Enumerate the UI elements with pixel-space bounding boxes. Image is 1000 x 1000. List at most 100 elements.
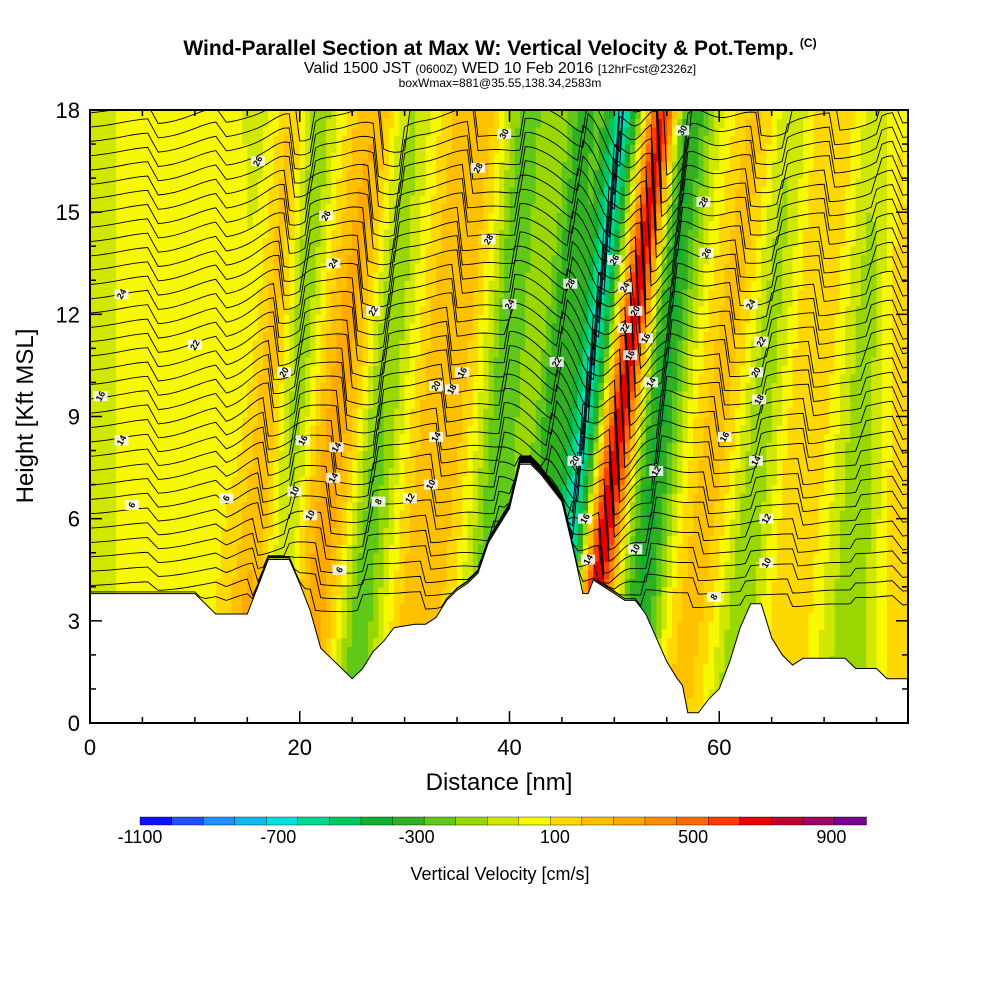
vv-cell [404,552,411,562]
vv-cell [200,314,206,324]
vv-cell [137,271,143,281]
vv-cell [394,144,400,154]
vv-cell [215,433,222,443]
vv-cell [373,203,379,213]
vv-cell [179,237,185,247]
vv-cell [252,408,259,418]
vv-cell [247,144,254,154]
vv-cell [315,254,322,264]
vv-cell [247,484,254,494]
vv-cell [173,178,180,188]
vv-cell [284,144,290,154]
vv-cell [215,373,222,383]
vv-cell [357,195,364,205]
vv-cell [352,552,358,562]
vv-cell [126,246,133,256]
vv-cell [131,450,138,460]
vv-cell [278,467,285,477]
vv-cell [346,237,353,247]
vv-cell [451,569,458,579]
vv-cell [236,484,243,494]
vv-cell [320,348,327,358]
vv-cell [320,552,327,562]
vv-cell [310,484,316,494]
vv-cell [331,365,337,375]
vv-cell [168,212,175,222]
vv-cell [341,646,348,656]
vv-cell [273,484,280,494]
vv-cell [394,152,400,162]
vv-cell [441,518,448,528]
vv-cell [252,237,259,247]
vv-cell [105,382,112,392]
vv-cell [284,220,290,230]
vv-cell [163,127,170,137]
vv-cell [163,459,170,469]
vv-cell [373,297,379,307]
vv-cell [425,144,432,154]
vv-cell [268,518,275,528]
vv-cell [231,305,238,315]
vv-cell [326,331,332,341]
vv-cell [326,552,332,562]
vv-cell [394,229,400,239]
vv-cell [194,152,201,162]
vv-cell [215,569,222,579]
vv-cell [278,305,285,315]
vv-cell [131,408,138,418]
vv-cell [367,161,374,171]
vv-cell [404,459,411,469]
vv-cell [409,535,416,545]
vv-cell [137,527,143,537]
vv-cell [409,399,416,409]
vv-cell [315,297,322,307]
vv-cell [394,356,400,366]
vv-cell [278,416,285,426]
vv-cell [242,322,248,332]
vv-cell [357,348,364,358]
vv-cell [142,433,149,443]
vv-cell [299,484,306,494]
vv-cell [294,399,301,409]
vv-cell [341,118,348,128]
vv-cell [111,152,117,162]
vv-cell [336,220,343,230]
vv-cell [383,476,390,486]
vv-cell [273,271,280,281]
vv-cell [152,416,159,426]
vv-cell [441,501,448,511]
vv-cell [205,552,212,562]
vv-cell [168,493,175,503]
vv-cell [273,305,280,315]
vv-cell [184,314,191,324]
vv-cell [247,297,254,307]
vv-cell [116,510,122,520]
vv-cell [126,450,133,460]
vv-cell [310,305,316,315]
vv-cell [137,459,143,469]
vv-cell [336,203,343,213]
vv-cell [247,578,254,588]
valid-date: WED 10 Feb 2016 [461,60,594,77]
vv-cell [189,314,196,324]
vv-cell [215,510,222,520]
vv-cell [100,433,107,443]
vv-cell [189,297,196,307]
vv-cell [373,561,379,571]
vv-cell [299,425,306,435]
vv-cell [189,212,196,222]
vv-cell [357,373,364,383]
vv-cell [320,178,327,188]
vv-cell [383,365,390,375]
vv-cell [194,195,201,205]
vv-cell [404,339,411,349]
vv-cell [158,356,164,366]
vv-cell [168,416,175,426]
vv-cell [320,339,327,349]
vv-cell [263,544,269,554]
vv-cell [116,348,122,358]
vv-cell [346,144,353,154]
vv-cell [121,161,128,171]
vv-cell [90,569,96,579]
vv-cell [221,518,227,528]
